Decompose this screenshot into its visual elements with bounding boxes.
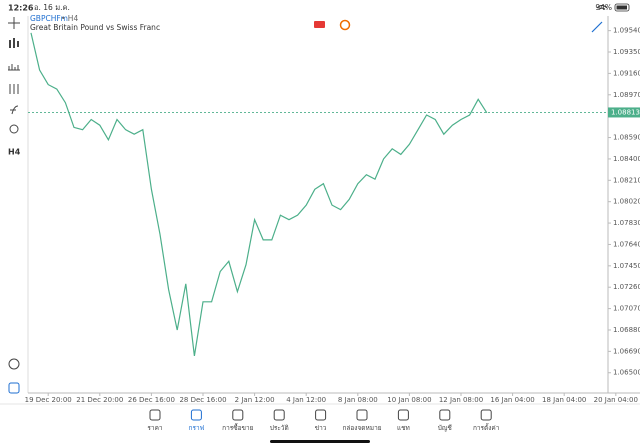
x-tick-label: 19 Dec 20:00 — [25, 396, 72, 404]
x-tick-label: 18 Jan 04:00 — [542, 396, 586, 404]
draw-tool-button[interactable] — [591, 21, 603, 33]
function-tool[interactable] — [10, 105, 19, 115]
wifi-icon — [596, 5, 608, 10]
trade-tool[interactable] — [8, 382, 20, 394]
y-tick-label: 1.07260 — [613, 283, 640, 291]
x-tick-label: 26 Dec 16:00 — [128, 396, 175, 404]
left-toolbar — [8, 17, 20, 394]
nav-label[interactable]: แชท — [397, 424, 410, 432]
timeframe-button[interactable]: H4 — [8, 148, 21, 157]
trade-button[interactable] — [314, 21, 325, 28]
nav-icon[interactable] — [315, 409, 327, 421]
chart-symbol: GBPCHFm — [30, 14, 68, 23]
nav-icon[interactable] — [397, 409, 409, 421]
y-tick-label: 1.08590 — [613, 134, 640, 142]
nav-icon[interactable] — [480, 409, 492, 421]
status-date: อ. 16 ม.ค. — [34, 3, 70, 12]
x-tick-label: 28 Dec 16:00 — [179, 396, 226, 404]
nav-label[interactable]: การซื้อขาย — [222, 423, 253, 432]
volume-tool[interactable] — [8, 64, 20, 71]
x-tick-label: 12 Jan 08:00 — [439, 396, 483, 404]
battery-icon — [614, 3, 630, 12]
nav-icon[interactable] — [190, 409, 202, 421]
chart-type-tool[interactable] — [9, 38, 19, 48]
y-tick-label: 1.07830 — [613, 219, 640, 227]
nav-label[interactable]: กล่องจดหมาย — [342, 424, 381, 432]
nav-icon[interactable] — [273, 409, 285, 421]
nav-icon[interactable] — [356, 409, 368, 421]
signal-button[interactable] — [339, 19, 351, 31]
status-time: 12:26 — [8, 4, 34, 13]
nav-icon[interactable] — [149, 409, 161, 421]
nav-label[interactable]: ราคา — [147, 424, 162, 432]
current-price-label: 1.08813 — [611, 108, 640, 116]
zoom-tool[interactable] — [8, 358, 20, 370]
nav-label[interactable]: ข่าว — [315, 424, 327, 432]
nav-label[interactable]: ประวัติ — [270, 424, 289, 432]
x-tick-label: 16 Jan 04:00 — [490, 396, 534, 404]
x-tick-label: 10 Jan 08:00 — [387, 396, 431, 404]
x-tick-label: 4 Jan 12:00 — [286, 396, 326, 404]
y-tick-label: 1.08970 — [613, 91, 640, 99]
y-tick-label: 1.07640 — [613, 240, 640, 248]
y-tick-label: 1.07070 — [613, 305, 640, 313]
current-price-box — [608, 107, 640, 118]
y-tick-label: 1.09160 — [613, 69, 640, 77]
nav-label[interactable]: การตั้งค่า — [473, 423, 500, 432]
y-tick-label: 1.08020 — [613, 198, 640, 206]
chart-period: • H4 — [61, 14, 78, 23]
y-tick-label: 1.08400 — [613, 155, 640, 163]
x-tick-label: 21 Dec 20:00 — [76, 396, 123, 404]
status-battery: 94% — [595, 3, 612, 12]
nav-label[interactable]: บัญชี — [438, 424, 453, 432]
y-tick-label: 1.06500 — [613, 369, 640, 377]
y-tick-label: 1.06690 — [613, 347, 640, 355]
y-tick-label: 1.09350 — [613, 48, 640, 56]
x-tick-label: 20 Jan 04:00 — [594, 396, 638, 404]
objects-tool[interactable] — [9, 124, 19, 134]
battery-level — [616, 5, 627, 10]
y-tick-label: 1.08210 — [613, 176, 640, 184]
crosshair-tool[interactable] — [8, 17, 20, 29]
y-tick-label: 1.07450 — [613, 262, 640, 270]
nav-icon[interactable] — [439, 409, 451, 421]
x-tick-label: 8 Jan 08:00 — [338, 396, 378, 404]
price-line — [30, 32, 488, 356]
indicator-tool[interactable] — [9, 84, 19, 94]
nav-label[interactable]: กราฟ — [189, 424, 205, 432]
nav-icon[interactable] — [232, 409, 244, 421]
y-tick-label: 1.06880 — [613, 326, 640, 334]
chart-subtitle: Great Britain Pound vs Swiss Franc — [30, 23, 160, 32]
x-tick-label: 2 Jan 12:00 — [235, 396, 275, 404]
home-indicator — [270, 440, 370, 443]
y-tick-label: 1.09540 — [613, 27, 640, 35]
